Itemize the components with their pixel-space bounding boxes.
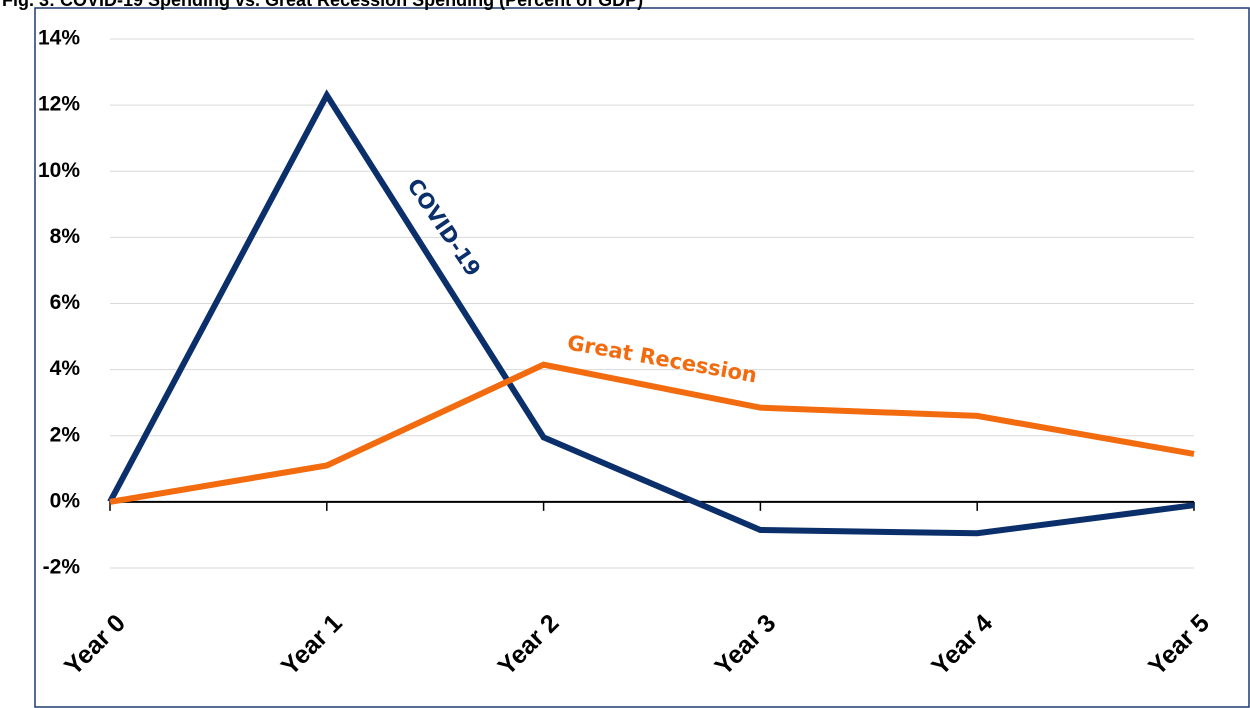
y-tick-label: 4% [50,357,81,380]
x-tick-label: Year 1 [276,609,348,681]
y-tick-label: 0% [50,489,81,512]
y-tick-label: -2% [43,556,81,579]
x-tick-label: Year 0 [59,609,131,681]
x-tick-label: Year 2 [493,609,565,681]
y-tick-label: 10% [38,159,80,182]
series-annotation: Great Recession [566,331,759,388]
x-tick-label: Year 5 [1143,609,1215,681]
y-tick-label: 2% [50,423,81,446]
series-line [109,361,1195,505]
series-line [107,89,1195,537]
x-tick-label: Year 4 [926,609,998,681]
y-tick-label: 14% [38,27,80,50]
y-tick-label: 12% [38,93,80,116]
series-annotation: COVID-19 [402,174,485,281]
y-tick-label: 8% [50,225,81,248]
chart-frame [34,7,1250,708]
y-tick-label: 6% [50,291,81,314]
chart-title: Fig. 3: COVID-19 Spending vs. Great Rece… [2,0,643,10]
x-tick-label: Year 3 [709,609,781,681]
